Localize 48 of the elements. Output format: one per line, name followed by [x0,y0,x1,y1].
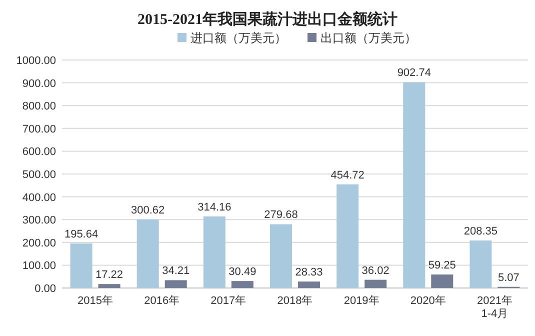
data-label: 300.62 [131,204,165,216]
y-tick-label: 600.00 [22,146,56,158]
bar [431,274,454,288]
bar [203,216,226,288]
data-label: 208.35 [464,225,498,238]
bar [336,184,359,288]
bar [98,284,120,288]
bar [364,280,387,288]
bar [298,282,320,288]
x-tick-label: 2021年 1-4月 [476,295,512,320]
y-tick-label: 1000.00 [16,55,56,67]
x-tick-label: 2017年 [210,295,246,307]
y-tick-label: 200.00 [22,237,56,250]
y-tick-label: 800.00 [22,100,56,113]
bar [270,224,292,288]
y-tick-label: 700.00 [22,123,56,136]
y-tick-label: 900.00 [22,78,56,90]
bar [136,219,159,288]
legend-label: 出口额（万美元） [320,31,416,45]
data-label: 36.02 [362,264,390,277]
chart-title: 2015-2021年我国果蔬汁进出口金额统计 [138,10,398,28]
bar [231,281,254,288]
data-label: 279.68 [264,209,298,222]
x-tick-label: 2016年 [144,295,180,307]
bar [70,243,92,288]
y-tick-label: 100.00 [22,260,56,272]
data-label: 28.33 [295,266,323,279]
x-tick-label: 2020年 [410,295,446,307]
data-label: 34.21 [162,265,190,278]
data-label: 454.72 [330,169,364,182]
legend-label: 进口额（万美元） [190,31,286,45]
bar [164,280,187,288]
y-tick-label: 400.00 [22,192,56,204]
data-label: 314.16 [198,201,232,214]
bar [470,240,492,288]
data-label: 59.25 [428,259,456,272]
y-tick-label: 300.00 [22,214,56,227]
y-tick-label: 0.00 [34,283,56,295]
y-tick-label: 500.00 [22,169,56,181]
x-tick-label: 2015年 [78,295,114,307]
x-tick-label: 2019年 [344,295,380,307]
bar [403,82,426,288]
data-label: 30.49 [228,266,256,278]
data-label: 195.64 [64,228,98,240]
data-label: 902.74 [397,67,431,80]
x-tick-label: 2018年 [277,295,313,307]
data-label: 17.22 [96,269,124,282]
data-label: 5.07 [498,272,520,284]
